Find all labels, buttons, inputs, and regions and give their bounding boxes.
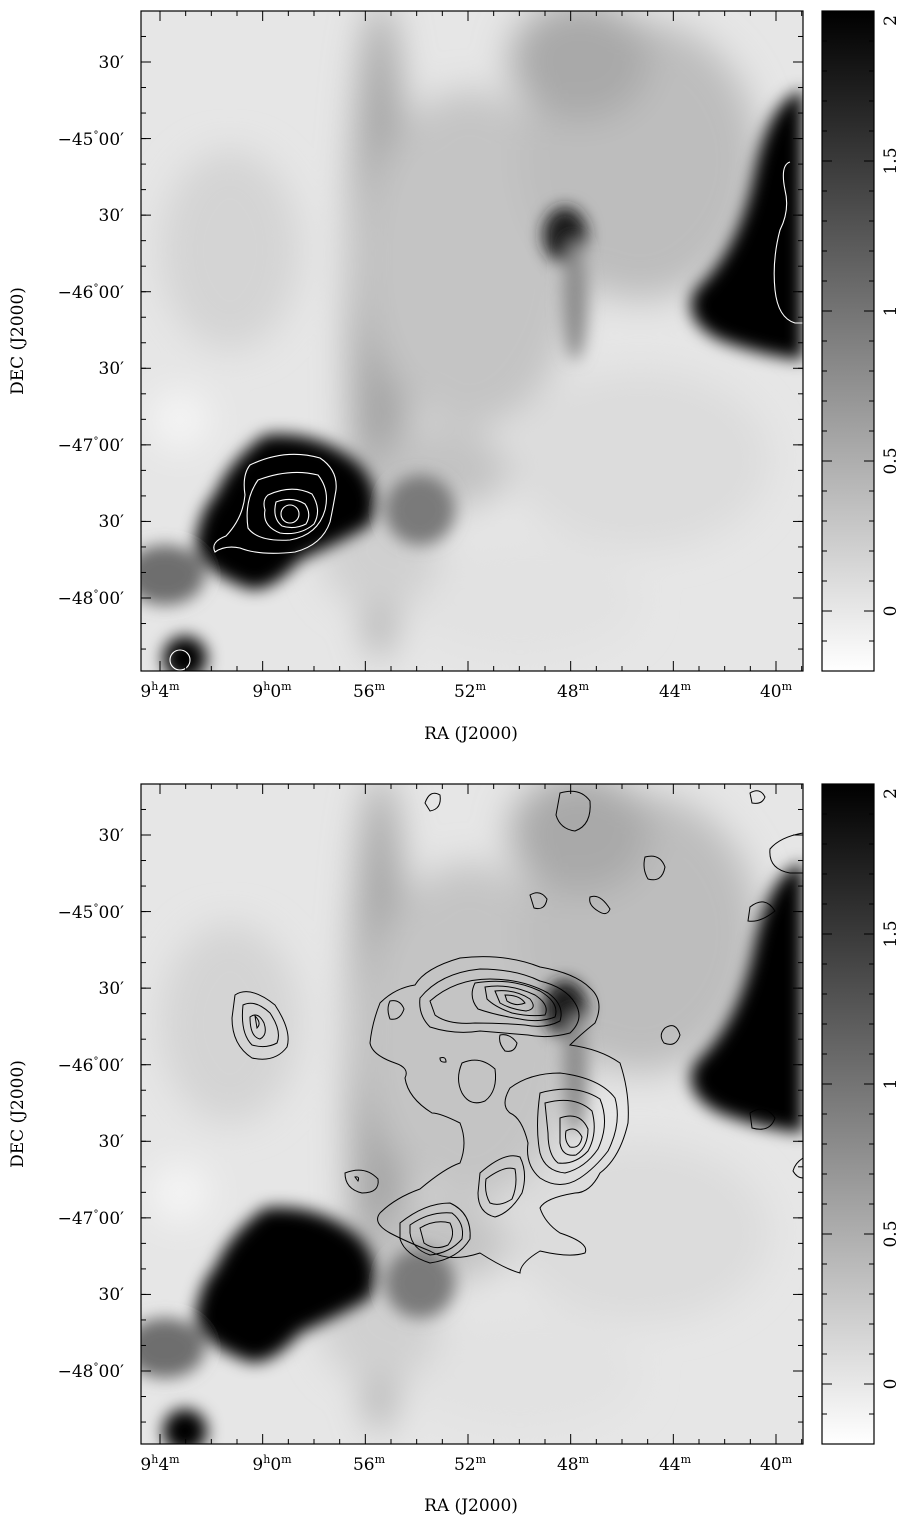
bottom-contours bbox=[231, 790, 803, 1274]
top-colorbar bbox=[822, 11, 874, 671]
top-x-tick-labels: 9h4m 9h0m 56m 52m 48m 44m 40m bbox=[140, 680, 792, 702]
top-xtick-label-2: 9h0m bbox=[252, 680, 292, 702]
bottom-intensity-map bbox=[141, 784, 803, 1444]
top-xtick-label-3: 56m bbox=[353, 680, 386, 702]
top-ytick-label-4: −46°00′ bbox=[58, 283, 125, 303]
bottom-colorbar-labels: 0 0.5 1 1.5 2 bbox=[881, 788, 897, 1389]
bottom-xtick-label-4: 52m bbox=[454, 1453, 487, 1475]
top-xtick-label-1: 9h4m bbox=[140, 680, 180, 702]
bottom-ytick-label-6: −47°00′ bbox=[58, 1209, 125, 1229]
top-ytick-label-3: 30′ bbox=[99, 206, 125, 226]
top-ytick-label-1: 30′ bbox=[99, 53, 125, 73]
top-cbar-label-1.5: 1.5 bbox=[881, 147, 897, 174]
bottom-cbar-label-1.5: 1.5 bbox=[881, 920, 897, 947]
top-panel: 30′ −45°00′ 30′ −46°00′ 30′ −47°00′ 30′ … bbox=[0, 0, 897, 760]
bottom-ytick-label-5: 30′ bbox=[99, 1132, 125, 1152]
top-ytick-label-5: 30′ bbox=[99, 359, 125, 379]
bottom-xtick-label-2: 9h0m bbox=[252, 1453, 292, 1475]
top-contours bbox=[169, 161, 803, 671]
bottom-xtick-label-6: 44m bbox=[659, 1453, 692, 1475]
bottom-axis-ticks bbox=[141, 784, 803, 1444]
top-x-axis-title: RA (J2000) bbox=[424, 724, 518, 744]
bottom-cbar-label-0: 0 bbox=[881, 1379, 897, 1390]
bottom-colorbar bbox=[822, 784, 874, 1444]
top-ytick-label-6: −47°00′ bbox=[58, 436, 125, 456]
top-y-tick-labels: 30′ −45°00′ 30′ −46°00′ 30′ −47°00′ 30′ … bbox=[58, 53, 125, 609]
bottom-cbar-label-0.5: 0.5 bbox=[881, 1220, 897, 1247]
bottom-xtick-label-5: 48m bbox=[557, 1453, 590, 1475]
top-xtick-label-5: 48m bbox=[557, 680, 590, 702]
bottom-y-axis-title: DEC (J2000) bbox=[8, 1060, 28, 1168]
bottom-cbar-label-1: 1 bbox=[881, 1079, 897, 1090]
top-y-axis-title: DEC (J2000) bbox=[8, 287, 28, 395]
bottom-chart-svg: 30′ −45°00′ 30′ −46°00′ 30′ −47°00′ 30′ … bbox=[8, 783, 897, 1516]
top-cbar-label-2: 2 bbox=[881, 15, 897, 26]
bottom-ytick-label-4: −46°00′ bbox=[58, 1056, 125, 1076]
top-ytick-label-8: −48°00′ bbox=[58, 589, 125, 609]
bottom-panel: 30′ −45°00′ 30′ −46°00′ 30′ −47°00′ 30′ … bbox=[0, 773, 897, 1533]
top-intensity-map bbox=[141, 11, 803, 671]
top-xtick-label-7: 40m bbox=[760, 680, 793, 702]
bottom-xtick-label-1: 9h4m bbox=[140, 1453, 180, 1475]
bottom-xtick-label-3: 56m bbox=[353, 1453, 386, 1475]
top-chart-svg: 30′ −45°00′ 30′ −46°00′ 30′ −47°00′ 30′ … bbox=[8, 10, 897, 744]
top-colorbar-ticks bbox=[822, 10, 874, 642]
bottom-x-tick-labels: 9h4m 9h0m 56m 52m 48m 44m 40m bbox=[140, 1453, 792, 1475]
bottom-x-axis-title: RA (J2000) bbox=[424, 1496, 518, 1516]
bottom-ytick-label-1: 30′ bbox=[99, 826, 125, 846]
top-cbar-label-0.5: 0.5 bbox=[881, 447, 897, 474]
top-plot-frame bbox=[140, 10, 804, 672]
bottom-ytick-label-7: 30′ bbox=[99, 1285, 125, 1305]
bottom-cbar-label-2: 2 bbox=[881, 788, 897, 799]
top-colorbar-labels: 0 0.5 1 1.5 2 bbox=[881, 15, 897, 616]
bottom-y-tick-labels: 30′ −45°00′ 30′ −46°00′ 30′ −47°00′ 30′ … bbox=[58, 826, 125, 1382]
top-ytick-label-7: 30′ bbox=[99, 512, 125, 532]
bottom-colorbar-ticks bbox=[822, 783, 874, 1415]
top-ytick-label-2: −45°00′ bbox=[58, 130, 125, 150]
top-cbar-label-1: 1 bbox=[881, 306, 897, 317]
top-xtick-label-6: 44m bbox=[659, 680, 692, 702]
top-axis-ticks bbox=[141, 11, 803, 671]
top-cbar-label-0: 0 bbox=[881, 606, 897, 617]
bottom-plot-frame bbox=[140, 783, 804, 1445]
bottom-ytick-label-3: 30′ bbox=[99, 979, 125, 999]
bottom-ytick-label-8: −48°00′ bbox=[58, 1362, 125, 1382]
bottom-ytick-label-2: −45°00′ bbox=[58, 903, 125, 923]
bottom-xtick-label-7: 40m bbox=[760, 1453, 793, 1475]
top-xtick-label-4: 52m bbox=[454, 680, 487, 702]
